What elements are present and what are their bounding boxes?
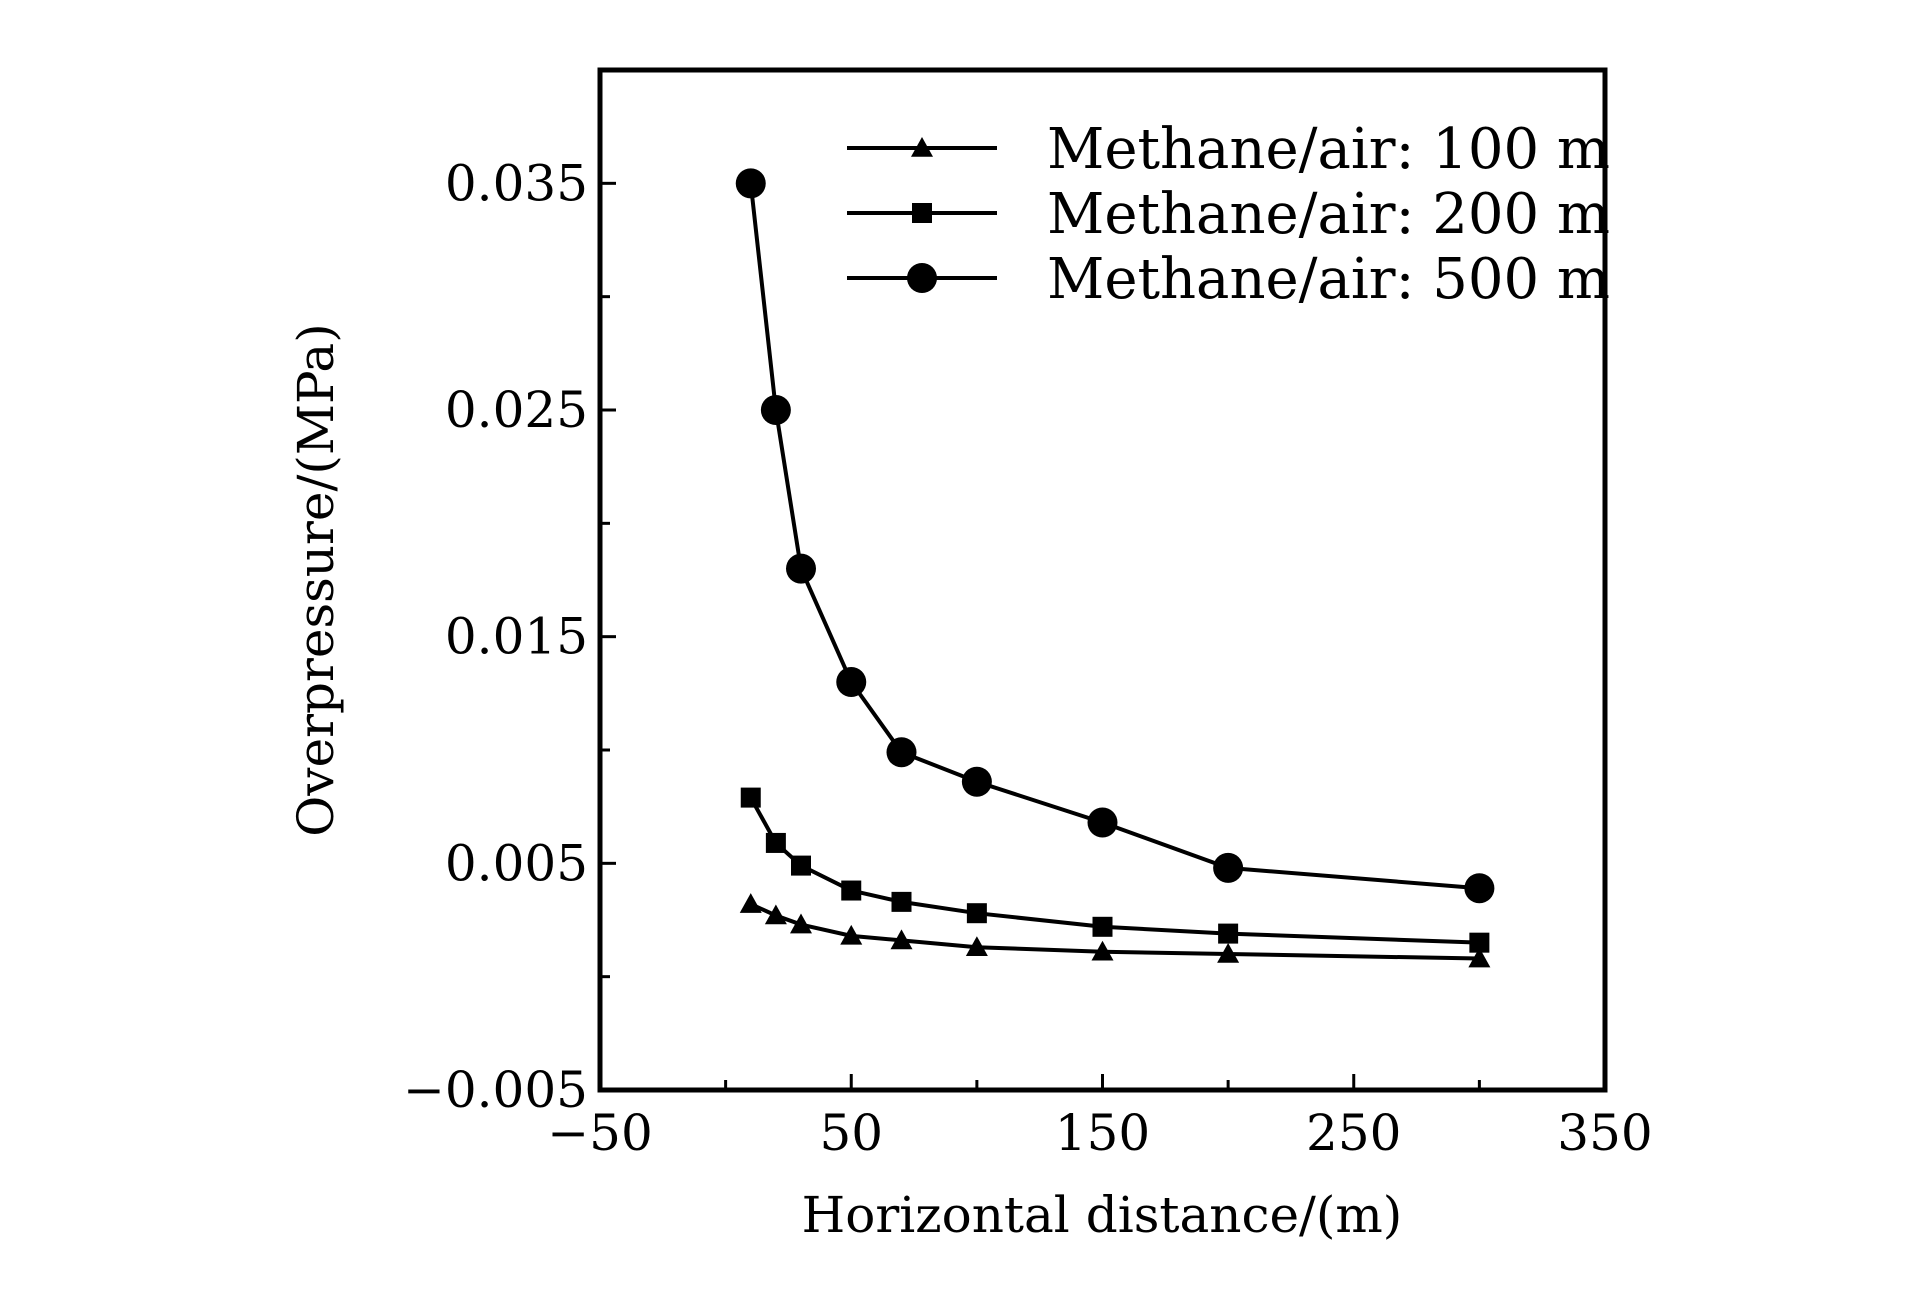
data-point — [764, 904, 787, 925]
data-point — [841, 880, 862, 901]
y-tick-label: 0.005 — [445, 834, 588, 892]
legend-label: Methane/air: 100 m — [1047, 117, 1610, 182]
x-tick-label: −50 — [547, 1104, 653, 1162]
data-point — [1469, 932, 1490, 953]
data-point — [735, 168, 766, 199]
data-point — [1464, 873, 1495, 904]
series-line — [749, 902, 1480, 961]
data-point — [836, 667, 867, 697]
data-point — [840, 924, 863, 945]
legend-item: Methane/air: 100 m — [847, 117, 1610, 182]
series-triangle — [739, 893, 1491, 968]
data-point — [890, 929, 913, 950]
data-point — [891, 891, 912, 912]
data-point — [760, 395, 791, 425]
data-point — [791, 855, 811, 876]
data-point — [739, 893, 762, 913]
data-point — [1087, 807, 1118, 838]
series-square — [740, 787, 1490, 953]
x-tick-label: 250 — [1306, 1104, 1401, 1162]
data-point — [886, 737, 917, 768]
legend-item: Methane/air: 500 m — [847, 247, 1610, 312]
data-point — [1092, 916, 1113, 937]
x-tick-label: 350 — [1557, 1104, 1652, 1162]
axis-ticks: −50 50 150 250 350 −0.005 0.005 0.015 0.025 0.035 — [403, 154, 1653, 1162]
data-point — [961, 766, 992, 797]
y-tick-label: 0.035 — [445, 154, 588, 212]
series-group — [735, 168, 1495, 968]
data-point — [1468, 947, 1491, 968]
data-point — [1213, 852, 1244, 883]
y-tick-label: 0.015 — [445, 608, 588, 666]
x-tick-label: 150 — [1055, 1104, 1150, 1162]
y-tick-label: −0.005 — [403, 1061, 588, 1119]
data-point — [1091, 940, 1114, 961]
legend-marker — [912, 203, 932, 223]
data-point — [765, 832, 786, 853]
legend-marker — [911, 137, 933, 157]
x-axis-label: Horizontal distance/(m) — [802, 1186, 1403, 1244]
legend-item: Methane/air: 200 m — [847, 182, 1610, 247]
legend-label: Methane/air: 200 m — [1047, 182, 1610, 247]
data-point — [965, 936, 988, 956]
data-point — [790, 913, 812, 934]
legend-marker — [907, 263, 937, 293]
data-point — [966, 903, 987, 924]
y-axis-label: Overpressure/(MPa) — [287, 323, 345, 837]
legend-label: Methane/air: 500 m — [1047, 247, 1610, 312]
series-circle — [735, 168, 1495, 904]
y-tick-label: 0.025 — [445, 381, 588, 439]
data-point — [1218, 923, 1239, 944]
data-point — [1217, 943, 1240, 963]
data-point — [740, 787, 761, 808]
x-tick-label: 50 — [819, 1104, 883, 1162]
data-point — [786, 553, 816, 584]
